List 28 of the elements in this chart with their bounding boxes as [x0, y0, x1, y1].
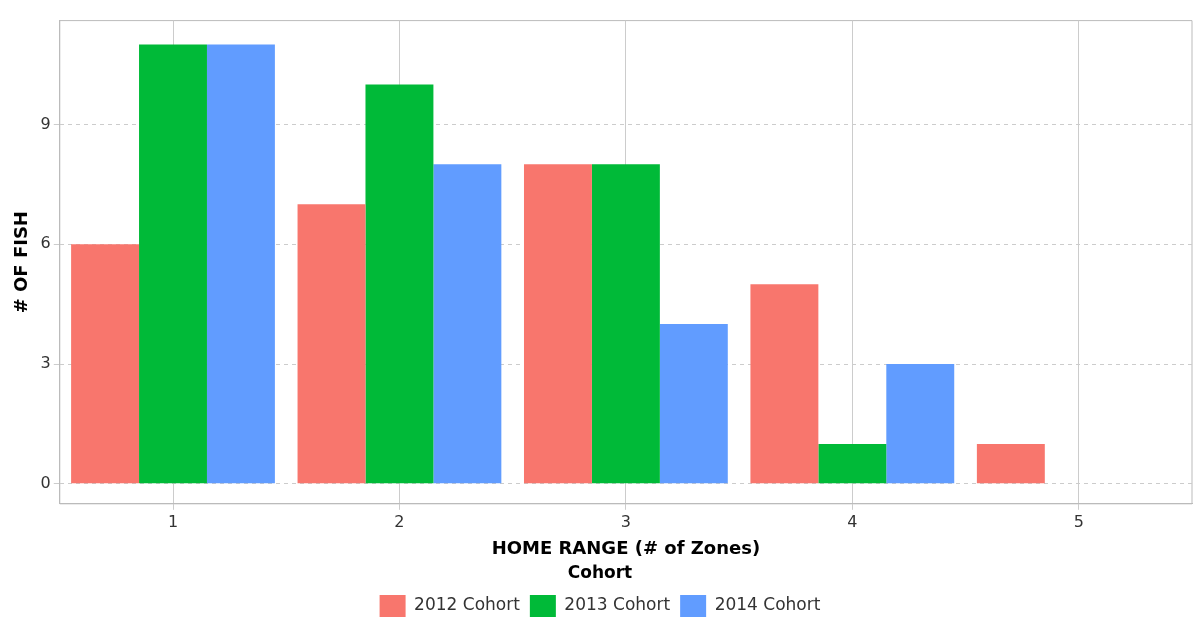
bar	[591, 164, 660, 484]
legend-title: Cohort	[567, 561, 633, 582]
bar	[818, 443, 887, 484]
x-tick-label: 4	[847, 511, 858, 531]
legend-label: 2013 Cohort	[564, 594, 671, 615]
bar	[297, 204, 366, 484]
bar	[365, 84, 434, 484]
x-tick-label: 1	[167, 511, 179, 531]
y-tick-label: 9	[40, 113, 51, 133]
bar	[976, 443, 1045, 484]
bar	[659, 324, 728, 484]
y-tick-label: 6	[40, 233, 51, 253]
x-tick-label: 5	[1073, 511, 1084, 531]
bar	[750, 284, 819, 484]
x-tick-label: 3	[620, 511, 631, 531]
legend-label: 2014 Cohort	[714, 594, 821, 615]
bar	[433, 164, 502, 484]
x-tick-label: 2	[394, 511, 405, 531]
y-axis-title: # OF FISH	[10, 211, 32, 314]
bar	[886, 364, 955, 484]
bar	[206, 44, 275, 484]
legend-label: 2012 Cohort	[414, 594, 521, 615]
x-axis-title: HOME RANGE (# of Zones)	[491, 537, 761, 559]
bar	[523, 164, 592, 484]
bar	[71, 244, 140, 484]
y-tick-label: 0	[40, 472, 51, 492]
y-tick-label: 3	[40, 353, 51, 373]
bar	[139, 44, 207, 484]
